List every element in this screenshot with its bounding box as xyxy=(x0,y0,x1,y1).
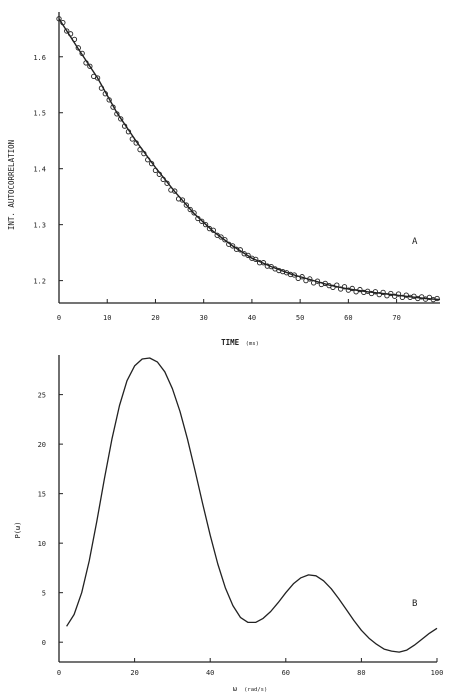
panel-a: 0 10 20 30 40 50 60 70 1.2 1.3 1.4 1.5 1.6 A TIME (m… xyxy=(7,12,441,347)
panel-a-x-tick-label: 60 xyxy=(344,314,352,322)
panel-a-data-point xyxy=(245,252,251,259)
panel-a-data-point xyxy=(187,206,193,213)
panel-b-label: B xyxy=(412,599,417,609)
panel-a-data-point xyxy=(179,197,186,203)
panel-a-data-point xyxy=(183,202,189,208)
panel-a-y-tick-label: 1.6 xyxy=(33,54,46,62)
panel-a-data-point xyxy=(56,16,62,22)
panel-a-y-tick-label: 1.3 xyxy=(33,222,46,230)
panel-a-y-tick-label: 1.2 xyxy=(33,278,46,286)
panel-a-ticks: 0 10 20 30 40 50 60 70 1.2 1.3 1.4 1.5 1.6 xyxy=(33,54,400,322)
panel-b-x-tick-label: 40 xyxy=(206,669,214,677)
panel-b-ticks: 0 20 40 60 80 100 0 5 10 15 20 25 xyxy=(38,392,444,677)
panel-a-x-tick-label: 30 xyxy=(199,314,207,322)
panel-a-x-tick-label: 50 xyxy=(296,314,304,322)
panel-b-curve xyxy=(66,357,438,653)
panel-a-data-point xyxy=(330,284,336,290)
panel-b-series-line xyxy=(66,357,438,653)
panel-a-data-point xyxy=(357,286,363,293)
panel-a-data-point xyxy=(87,63,93,69)
panel-b-x-tick-label: 60 xyxy=(282,669,290,677)
panel-a-data-point xyxy=(118,116,124,122)
panel-a-data-point xyxy=(229,243,236,249)
panel-a-data-point xyxy=(199,218,205,224)
panel-a-data-point xyxy=(395,291,402,297)
panel-a-data-point xyxy=(388,290,394,297)
panel-a-x-axis-title: TIME (ms) xyxy=(221,338,259,347)
panel-a-data-point xyxy=(202,222,209,228)
panel-b-y-tick-label: 0 xyxy=(42,639,46,647)
panel-a-data-points xyxy=(56,16,440,303)
panel-a-data-point xyxy=(341,284,348,290)
panel-a-data-point xyxy=(392,293,398,299)
panel-b-y-tick-label: 5 xyxy=(42,590,46,598)
panel-a-data-point xyxy=(403,292,409,298)
panel-b-x-tick-label: 100 xyxy=(431,669,444,677)
panel-b-y-axis-title: P(ω) xyxy=(14,522,22,539)
panel-a-y-tick-label: 1.4 xyxy=(33,166,46,174)
panel-b-y-tick-label: 10 xyxy=(38,540,46,548)
panel-a-data-point xyxy=(349,285,355,292)
panel-a-data-point xyxy=(426,294,433,301)
panel-a-fit-curve xyxy=(58,18,441,301)
panel-a-y-axis-title: INT. AUTOCORRELATION xyxy=(7,140,16,230)
panel-a-label: A xyxy=(412,237,418,247)
panel-b-x-tick-label: 0 xyxy=(57,669,61,677)
panel-a-data-point xyxy=(191,210,197,216)
panel-b-y-tick-label: 15 xyxy=(38,491,46,499)
panel-a-data-point xyxy=(268,263,274,270)
panel-a-x-tick-label: 10 xyxy=(103,314,111,322)
panel-a-fit-line xyxy=(58,18,441,301)
panel-a-data-point xyxy=(218,234,224,240)
panel-b-x-tick-label: 80 xyxy=(357,669,365,677)
panel-a-data-point xyxy=(376,291,382,298)
panel-a-x-tick-label: 70 xyxy=(392,314,400,322)
panel-a-x-tick-label: 0 xyxy=(57,314,61,322)
panel-b-x-axis-title: ω (rad/s) xyxy=(233,685,268,693)
panel-b-y-tick-label: 20 xyxy=(38,441,46,449)
panel-a-x-tick-label: 40 xyxy=(248,314,256,322)
panel-a-y-tick-label: 1.5 xyxy=(33,110,46,118)
panel-a-data-point xyxy=(222,237,228,243)
panel-a-data-point xyxy=(64,28,70,34)
panel-a-data-point xyxy=(172,188,178,194)
panel-b: 0 20 40 60 80 100 0 5 10 15 20 25 B ω (rad/s) P(ω) xyxy=(14,355,443,693)
panel-b-x-tick-label: 20 xyxy=(130,669,138,677)
panel-a-data-point xyxy=(419,294,425,300)
panel-a-data-point xyxy=(94,75,101,81)
panel-b-y-tick-label: 25 xyxy=(38,392,46,400)
panel-a-data-point xyxy=(380,289,386,296)
panel-a-x-tick-label: 20 xyxy=(151,314,159,322)
